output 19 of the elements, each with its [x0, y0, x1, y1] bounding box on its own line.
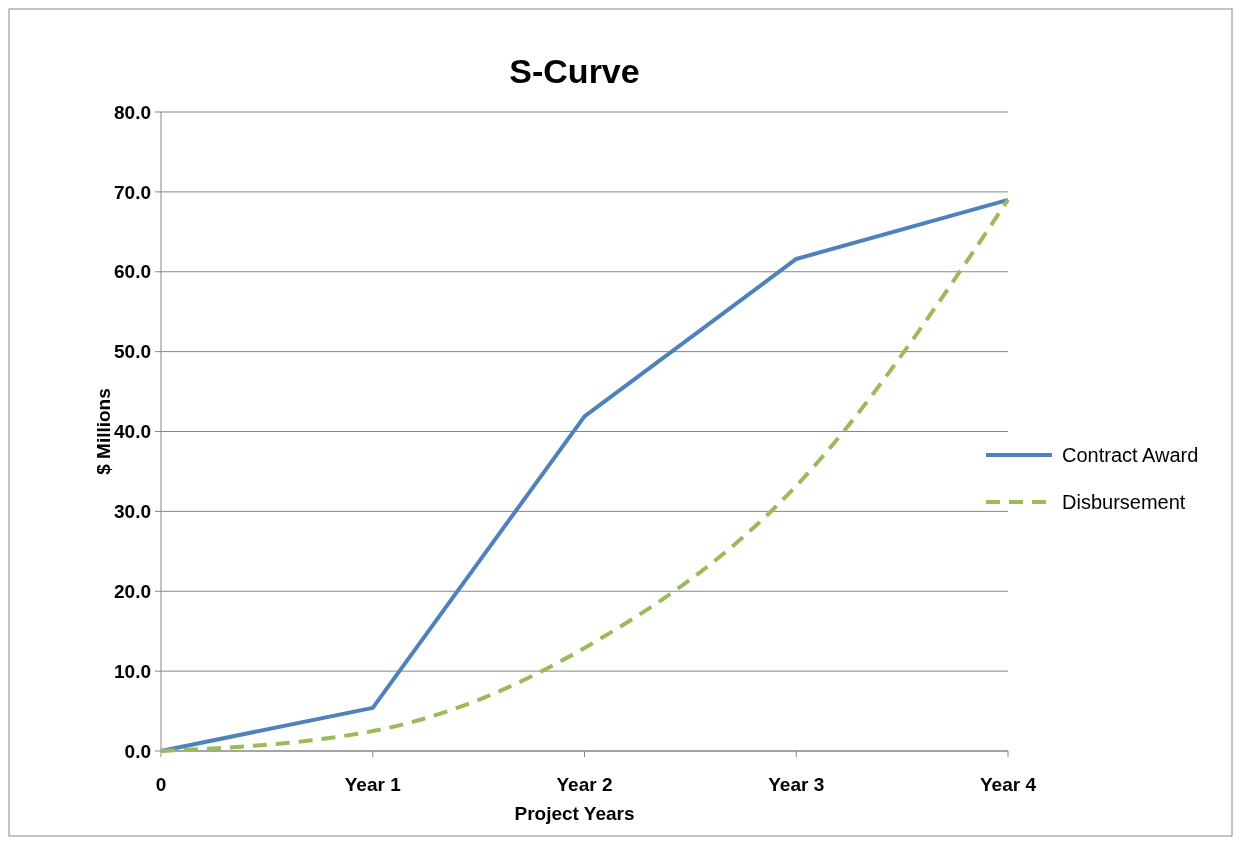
y-tick-label: 40.0	[114, 421, 151, 443]
y-tick-label: 0.0	[124, 740, 151, 762]
x-tick-label: Year 1	[344, 774, 402, 795]
y-tick-label: 10.0	[114, 660, 151, 682]
legend-label: Contract Award	[1062, 444, 1199, 466]
chart-title: S-Curve	[509, 52, 640, 90]
y-tick-label: 30.0	[114, 501, 151, 523]
legend-label: Disbursement	[1062, 491, 1186, 513]
x-tick-label: Year 4	[980, 774, 1037, 795]
y-axis-title: $ Millions	[93, 388, 114, 475]
x-tick-label: Year 2	[556, 774, 613, 795]
y-tick-label: 60.0	[114, 261, 151, 283]
x-axis-title: Project Years	[514, 803, 635, 824]
y-tick-label: 50.0	[114, 341, 151, 363]
x-tick-label: 0	[155, 774, 167, 795]
y-tick-label: 20.0	[114, 580, 151, 602]
x-tick-label: Year 3	[768, 774, 825, 795]
y-tick-label: 80.0	[114, 101, 151, 123]
y-tick-label: 70.0	[114, 181, 151, 203]
